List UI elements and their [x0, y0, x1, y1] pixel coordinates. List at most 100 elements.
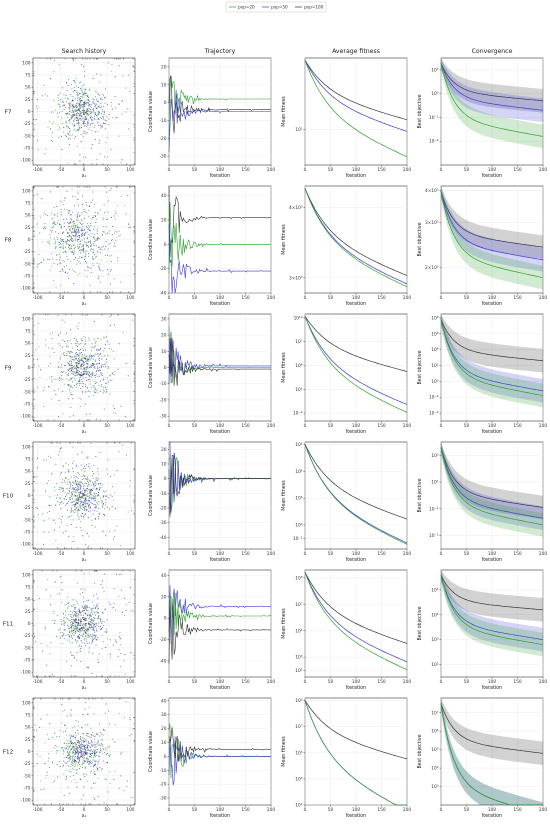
scatter-series-1	[33, 698, 135, 805]
scatter-point	[69, 760, 71, 762]
x-tick-label-0: 0	[304, 807, 307, 813]
scatter-point	[91, 618, 93, 620]
scatter-point	[82, 737, 84, 739]
scatter-point	[82, 245, 84, 247]
scatter-point	[114, 232, 116, 234]
scatter-point	[58, 367, 60, 369]
scatter-point	[72, 755, 75, 757]
scatter-point	[79, 507, 81, 509]
scatter-point	[100, 743, 102, 745]
scatter-point	[88, 229, 90, 232]
scatter-point	[132, 419, 134, 421]
scatter-point	[62, 466, 64, 468]
scatter-point	[77, 495, 79, 497]
scatter-point	[97, 618, 99, 620]
scatter-point	[90, 484, 92, 486]
scatter-point	[44, 626, 46, 628]
x-tick-label-1: 50	[328, 807, 334, 813]
scatter-point	[37, 263, 39, 265]
scatter-point	[33, 419, 35, 421]
x-tick-label-2: 100	[488, 295, 496, 301]
scatter-point	[77, 756, 79, 758]
scatter-point	[78, 355, 80, 357]
scatter-point	[66, 352, 68, 354]
scatter-point	[80, 249, 82, 252]
scatter-point	[75, 619, 78, 621]
scatter-point	[78, 322, 80, 324]
scatter-point	[110, 268, 113, 270]
scatter-point	[71, 96, 73, 98]
scatter-point	[86, 478, 88, 480]
scatter-point	[67, 363, 70, 365]
scatter-point	[72, 761, 74, 763]
scatter-point	[87, 666, 89, 668]
y-tick-label-2: 10⁵	[295, 750, 302, 756]
scatter-point	[102, 496, 104, 498]
scatter-point	[88, 367, 90, 369]
scatter-point	[100, 675, 102, 677]
scatter-point	[83, 367, 85, 369]
scatter-point	[88, 762, 91, 764]
scatter-point	[71, 381, 73, 383]
scatter-point	[88, 647, 90, 649]
scatter-point	[84, 624, 86, 626]
scatter-point	[82, 225, 84, 227]
scatter-point	[99, 618, 101, 620]
scatter-point	[98, 487, 101, 489]
scatter-point	[85, 99, 87, 102]
scatter-point	[70, 511, 72, 513]
scatter-point	[33, 93, 35, 95]
scatter-point	[74, 608, 76, 610]
scatter-point	[43, 387, 45, 389]
scatter-point	[54, 581, 56, 583]
x-tick-label-1: -50	[57, 679, 64, 685]
scatter-point	[85, 766, 87, 768]
scatter-point	[63, 365, 65, 367]
convergence-line-2	[440, 447, 544, 526]
scatter-point	[43, 228, 45, 230]
scatter-point	[93, 617, 95, 619]
scatter-point	[68, 225, 70, 228]
scatter-point	[109, 291, 111, 293]
scatter-point	[97, 355, 100, 357]
scatter-point	[89, 373, 91, 375]
scatter-point	[63, 383, 65, 385]
scatter-point	[82, 291, 84, 293]
scatter-point	[83, 186, 85, 188]
scatter-point	[59, 380, 61, 382]
scatter-point	[85, 103, 87, 105]
scatter-point	[82, 120, 84, 123]
scatter-point	[59, 377, 61, 379]
scatter-point	[71, 365, 74, 367]
scatter-point	[56, 615, 58, 617]
scatter-point	[91, 628, 93, 630]
fitness-line-2	[304, 59, 408, 158]
x-tick-label-0: -100	[33, 167, 43, 173]
scatter-point	[77, 508, 79, 510]
scatter-point	[66, 89, 68, 91]
scatter-point	[46, 771, 48, 773]
y-tick-label-2: 10⁵	[431, 747, 438, 753]
scatter-point	[89, 746, 91, 748]
x-tick-label-2: 100	[352, 423, 360, 429]
scatter-point	[73, 80, 76, 82]
scatter-point	[96, 92, 98, 94]
scatter-point	[94, 481, 96, 483]
scatter-point	[72, 377, 74, 379]
scatter-point	[94, 124, 96, 126]
scatter-point	[79, 123, 81, 125]
scatter-point	[92, 98, 94, 100]
scatter-point	[82, 373, 84, 375]
scatter-point	[90, 108, 92, 110]
scatter-point	[77, 483, 79, 485]
scatter-point	[63, 266, 65, 268]
scatter-point	[97, 518, 99, 520]
scatter-point	[74, 196, 76, 198]
scatter-point	[120, 775, 122, 777]
y-tick-label-2: 50	[25, 725, 31, 731]
scatter-point	[76, 746, 78, 749]
scatter-point	[106, 468, 108, 470]
scatter-point	[53, 100, 55, 102]
scatter-point	[120, 195, 122, 197]
scatter-point	[62, 731, 64, 733]
